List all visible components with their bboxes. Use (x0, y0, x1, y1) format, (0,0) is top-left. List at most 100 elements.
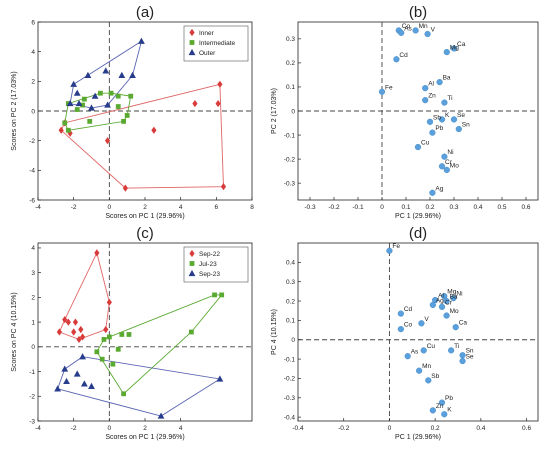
point-label-k: K (447, 407, 452, 414)
point-label-v: V (424, 316, 429, 323)
point-outer (104, 101, 111, 108)
x-tick-label: 0.6 (522, 425, 531, 432)
x-tick-label: 0 (108, 425, 112, 432)
plot-frame (297, 242, 539, 422)
legend-marker (189, 40, 195, 45)
point-label-fe: Fe (392, 243, 400, 250)
point-label-ba: Ba (443, 75, 451, 82)
legend-label: Intermediate (199, 40, 236, 47)
y-tick-label: 2 (31, 295, 35, 302)
point-inner (122, 184, 128, 192)
legend-label: Sep-23 (199, 271, 220, 278)
point-ni (450, 295, 457, 302)
point-jul-23 (212, 292, 217, 298)
legend-marker (188, 48, 196, 56)
point-inner (220, 183, 227, 191)
x-tick-label: 2 (143, 425, 147, 432)
x-tick-label: 0.4 (476, 425, 485, 432)
legend-label: Outer (199, 50, 216, 57)
x-tick-label: -4 (35, 425, 41, 432)
panel-label: (d) (409, 225, 427, 242)
point-inner (217, 80, 223, 88)
point-sb (425, 377, 432, 384)
panel-label: (a) (136, 4, 154, 21)
point-label-ti: Ti (447, 95, 452, 102)
point-label-sb: Sb (431, 373, 439, 380)
x-axis-label: Scores on PC 1 (29.96%) (105, 213, 184, 220)
point-jul-23 (219, 292, 225, 298)
point-v (418, 320, 425, 327)
point-intermediate (65, 127, 71, 133)
point-label-mg: Mg (450, 45, 459, 52)
point-label-al: Al (438, 293, 444, 300)
point-ti (441, 99, 448, 106)
point-fe (386, 247, 393, 254)
legend: Sep-22 Jul-23 Sep-23 (183, 246, 249, 283)
point-se (450, 116, 458, 123)
y-tick-label: 6 (31, 19, 35, 26)
point-outer (118, 71, 126, 78)
y-tick-label: -0.2 (284, 376, 296, 383)
point-ca (452, 324, 459, 331)
y-tick-label: 2 (31, 79, 35, 86)
hull-jul-23 (96, 294, 223, 395)
point-jul-23 (110, 361, 116, 367)
y-tick-label: -1 (29, 369, 35, 376)
point-ag (429, 301, 436, 309)
y-axis-label: Scores on PC 4 (10.15%) (11, 292, 18, 371)
point-ni (441, 153, 448, 160)
point-sep-23 (80, 380, 88, 387)
x-tick-label: 8 (250, 204, 254, 211)
point-sep-22 (94, 249, 100, 257)
y-tick-label: 0 (31, 344, 35, 351)
point-label-sn: Sn (462, 122, 470, 129)
point-sep-23 (63, 377, 70, 385)
point-intermediate (81, 96, 87, 102)
point-k (441, 411, 448, 418)
panel-label: (b) (409, 4, 427, 21)
point-label-cr: Cr (445, 159, 453, 166)
point-co (397, 325, 404, 333)
panel-c: (c) -4 -2 0 2 4 -3 -2 -1 0 1 2 3 4 Scores on PC 1 (29.… (11, 225, 253, 441)
point-outer (91, 92, 99, 99)
point-label-ni: Ni (447, 149, 453, 156)
point-outer (102, 67, 110, 74)
point-inner (215, 99, 221, 108)
point-label-zn: Zn (436, 403, 444, 410)
point-al (422, 85, 429, 92)
point-label-cr: Cr (445, 299, 453, 306)
point-sep-22 (56, 328, 62, 336)
point-inner (192, 99, 198, 108)
point-mg (443, 48, 450, 56)
point-ag (429, 189, 436, 196)
y-axis-label: PC 2 (17.03%) (271, 88, 278, 134)
point-label-sb: Sb (433, 114, 441, 121)
point-intermediate (62, 120, 68, 126)
y-tick-label: 3 (31, 270, 35, 277)
y-tick-label: -0.3 (284, 395, 296, 402)
point-label-v: V (431, 27, 436, 34)
y-axis-label: PC 4 (10.15%) (271, 309, 278, 355)
y-tick-label: -0.1 (284, 132, 296, 139)
point-label-cd: Cd (404, 306, 413, 313)
point-outer (70, 80, 78, 87)
y-tick-label: 0.3 (286, 36, 295, 43)
hull-sep-22 (58, 251, 110, 340)
point-cd (393, 56, 400, 63)
point-v (424, 30, 431, 38)
point-ba (436, 79, 443, 86)
point-label-as: As (404, 25, 412, 32)
point-label-al: Al (428, 81, 434, 88)
point-ba (443, 297, 450, 305)
point-label-se: Se (466, 354, 474, 361)
point-label-ba: Ba (450, 294, 458, 301)
point-ti (448, 347, 455, 354)
x-tick-label: -0.2 (338, 425, 350, 432)
legend-label: Jul-23 (199, 261, 217, 268)
x-tick-label: 0 (380, 204, 384, 211)
x-tick-label: -0.4 (292, 425, 304, 432)
point-label-ag: Ag (435, 185, 443, 192)
point-intermediate (98, 90, 103, 96)
